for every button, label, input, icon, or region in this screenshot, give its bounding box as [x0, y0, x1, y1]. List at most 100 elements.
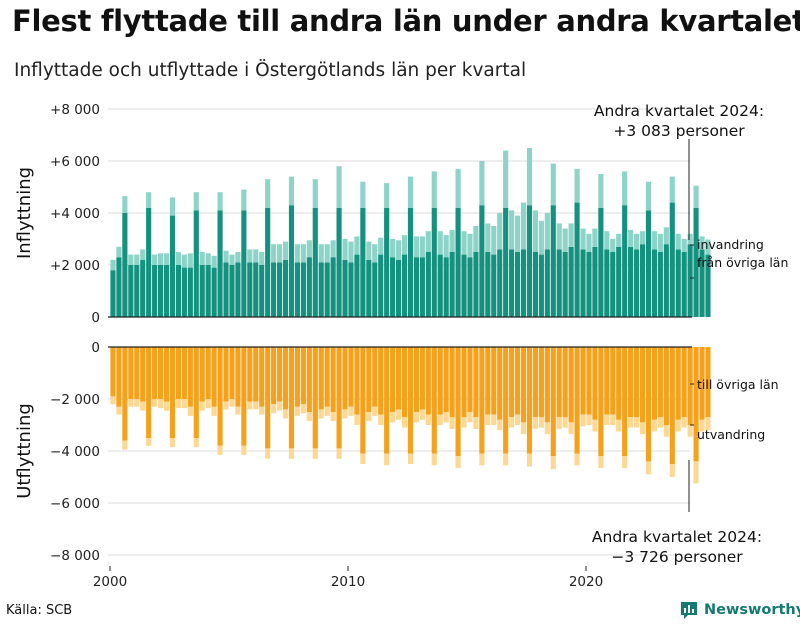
- bar-in-international: [604, 231, 610, 250]
- bar-in-international: [205, 253, 211, 265]
- bar-out-international: [657, 417, 663, 428]
- bar-in-domestic: [378, 254, 384, 317]
- bar-in-international: [390, 239, 396, 258]
- bar-out-international: [592, 419, 598, 432]
- bar-out-international: [342, 409, 348, 419]
- newsworthy-logo-icon: [681, 602, 697, 619]
- bar-out-international: [390, 412, 396, 423]
- bar-out-domestic: [467, 347, 473, 412]
- bar-in-international: [163, 253, 170, 265]
- bar-in-international: [300, 244, 306, 263]
- bar-in-international: [556, 223, 562, 250]
- bar-in-domestic: [455, 207, 461, 317]
- bar-in-international: [175, 252, 181, 265]
- bar-out-domestic: [669, 347, 675, 464]
- bar-out-international: [586, 414, 592, 425]
- x-tick-label: 2020: [569, 574, 603, 590]
- y-tick-label: +4 000: [50, 206, 100, 222]
- y-axis-label: Inflyttning: [14, 167, 35, 259]
- bar-in-domestic: [360, 207, 366, 317]
- bar-in-domestic: [247, 262, 253, 317]
- bar-out-international: [134, 399, 140, 407]
- bar-in-international: [247, 249, 253, 263]
- bar-in-international: [211, 255, 217, 268]
- bar-in-international: [622, 171, 628, 206]
- bar-in-domestic: [282, 259, 289, 317]
- bar-in-domestic: [181, 267, 187, 317]
- bar-in-international: [669, 176, 675, 203]
- bar-out-domestic: [163, 347, 170, 402]
- bar-out-international: [318, 409, 324, 419]
- bar-out-domestic: [199, 347, 205, 402]
- bar-out-domestic: [158, 347, 164, 399]
- bar-in-international: [169, 197, 176, 216]
- bar-in-domestic: [634, 249, 640, 317]
- bar-in-domestic: [437, 254, 443, 317]
- bar-in-domestic: [598, 207, 604, 317]
- bar-out-domestic: [229, 347, 235, 399]
- bar-out-international: [645, 461, 652, 475]
- bar-in-domestic: [134, 265, 140, 317]
- bar-out-international: [116, 406, 122, 415]
- bar-out-domestic: [152, 347, 158, 399]
- x-tick-label: 2010: [331, 574, 365, 590]
- y-tick-label: +2 000: [50, 258, 100, 274]
- bar-in-international: [699, 236, 705, 250]
- bar-in-international: [193, 192, 199, 211]
- bar-in-domestic: [306, 257, 312, 317]
- bar-out-domestic: [645, 347, 652, 462]
- bar-in-domestic: [330, 257, 336, 317]
- bar-out-international: [556, 417, 562, 429]
- bar-out-international: [425, 414, 431, 425]
- bar-in-domestic: [491, 254, 497, 317]
- bar-in-international: [128, 254, 134, 265]
- bar-in-international: [532, 210, 538, 252]
- bar-out-domestic: [503, 347, 509, 454]
- bar-in-international: [306, 240, 312, 258]
- bar-out-domestic: [384, 347, 390, 454]
- bar-in-international: [628, 229, 634, 247]
- bar-in-domestic: [312, 207, 318, 317]
- bar-out-domestic: [425, 347, 431, 415]
- bar-in-domestic: [556, 249, 562, 317]
- bar-out-international: [663, 425, 669, 437]
- bar-out-domestic: [592, 347, 598, 420]
- bar-out-international: [455, 456, 461, 468]
- bar-in-domestic: [271, 262, 277, 317]
- bar-in-domestic: [199, 265, 205, 317]
- bar-out-international: [277, 401, 283, 411]
- bar-out-domestic: [110, 347, 116, 397]
- bar-in-domestic: [253, 262, 259, 317]
- bar-out-international: [526, 453, 533, 467]
- y-tick-label: −2 000: [50, 392, 100, 408]
- y-axis-label: Utflyttning: [14, 403, 35, 499]
- bar-out-international: [324, 406, 330, 416]
- bar-out-domestic: [193, 347, 199, 438]
- bar-out-international: [348, 406, 354, 416]
- bar-in-domestic: [675, 249, 681, 317]
- bar-out-international: [288, 448, 295, 459]
- bar-in-domestic: [443, 257, 449, 317]
- bar-in-international: [657, 233, 663, 252]
- bar-in-international: [598, 174, 604, 208]
- bar-in-international: [485, 223, 491, 252]
- bar-out-international: [616, 419, 622, 432]
- bar-in-domestic: [515, 252, 521, 317]
- bar-in-domestic: [348, 262, 354, 317]
- bar-in-domestic: [128, 265, 134, 317]
- callout-top-line1: Andra kvartalet 2024:: [594, 102, 764, 120]
- bar-in-international: [282, 241, 289, 260]
- bar-out-domestic: [693, 347, 699, 462]
- bar-in-domestic: [639, 244, 646, 317]
- bar-in-domestic: [645, 210, 652, 317]
- bar-out-international: [598, 456, 604, 468]
- bar-in-domestic: [223, 262, 229, 317]
- bar-in-international: [229, 254, 235, 265]
- bar-in-domestic: [401, 254, 408, 317]
- bar-in-domestic: [318, 262, 324, 317]
- bar-out-domestic: [651, 347, 657, 420]
- bar-out-international: [241, 445, 247, 455]
- bar-in-international: [342, 239, 348, 260]
- bar-out-international: [140, 401, 146, 411]
- bar-out-domestic: [461, 347, 467, 418]
